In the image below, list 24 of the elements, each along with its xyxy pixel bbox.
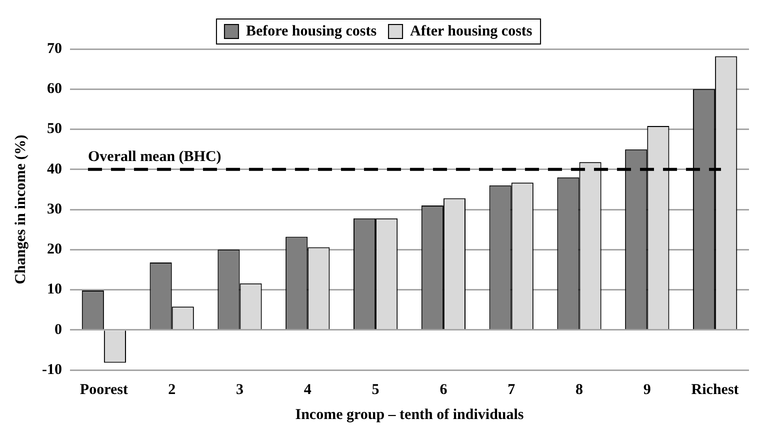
x-tick-label: 5 [372,382,380,398]
y-tick-label: -10 [42,362,62,378]
x-tick-label: 6 [440,382,448,398]
y-tick-label: 50 [46,121,62,138]
y-tick-label: 20 [46,242,62,258]
legend-label: After housing costs [410,23,532,40]
y-axis-title: Changes in income (%) [12,134,29,284]
y-tick-label: 10 [46,282,62,298]
y-tick-label: 40 [46,161,62,178]
y-tick-label: 0 [54,322,62,338]
x-tick-label: 9 [643,382,651,398]
legend-label: Before housing costs [246,23,377,40]
x-tick-label: 8 [576,382,583,398]
x-tick-label: Richest [691,382,739,398]
x-tick-label: 2 [168,382,176,398]
x-tick-label: 3 [236,382,244,398]
ref-line-label: Overall mean (BHC) [88,148,222,165]
y-tick-label: 60 [46,81,62,97]
x-tick-label: Poorest [80,382,128,398]
y-tick-label: 30 [46,201,62,218]
y-tick-label: 70 [46,40,62,57]
x-tick-label: 4 [304,382,312,398]
x-axis-title: Income group – tenth of individuals [295,406,524,423]
x-tick-label: 7 [508,382,516,398]
